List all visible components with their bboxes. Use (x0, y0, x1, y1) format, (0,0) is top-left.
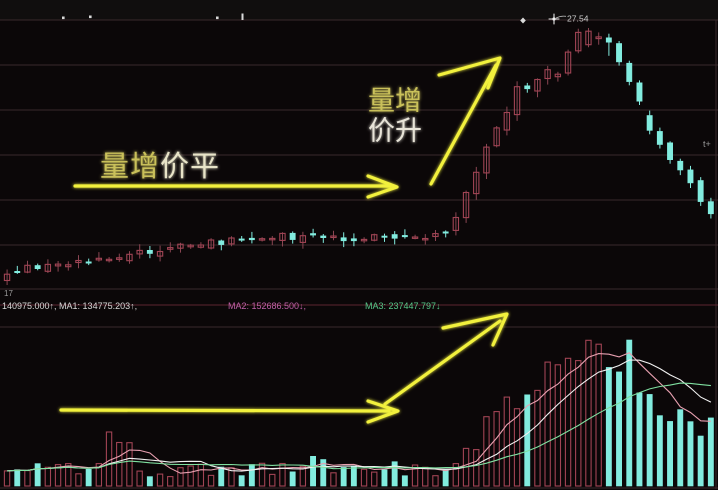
svg-text:MA3: 237447.797↓: MA3: 237447.797↓ (365, 301, 441, 311)
svg-text:量增价平: 量增价平 (100, 150, 220, 183)
svg-text:量增: 量增 (368, 86, 422, 116)
svg-text:17: 17 (4, 289, 13, 298)
svg-text:140975.000↑, MA1: 134775.203↑,: 140975.000↑, MA1: 134775.203↑, (2, 301, 137, 311)
svg-text:27.54: 27.54 (567, 14, 589, 24)
svg-text:价升: 价升 (368, 116, 422, 146)
svg-text:t+: t+ (703, 139, 711, 149)
svg-text:MA2: 152686.500↓,: MA2: 152686.500↓, (228, 301, 306, 311)
